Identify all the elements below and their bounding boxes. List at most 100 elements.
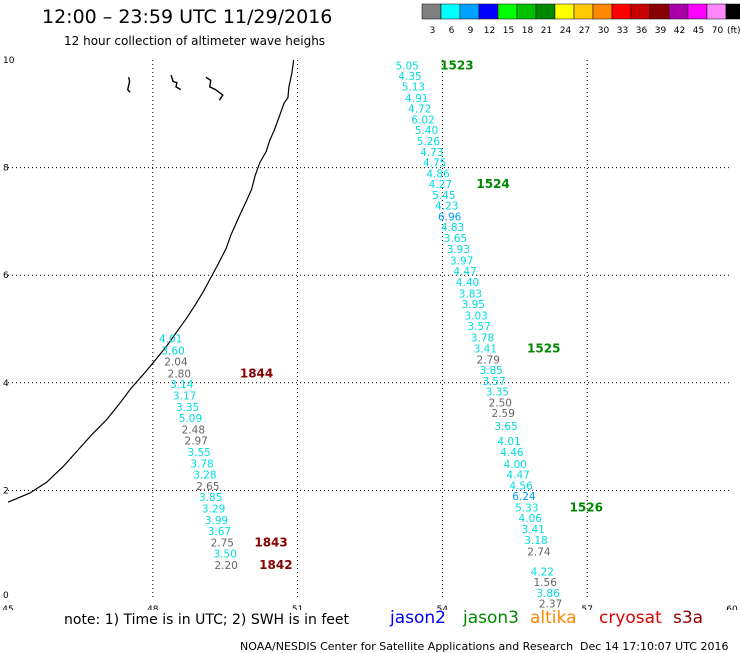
swh-value-label: 4.46 [500,447,524,459]
swh-value-label: 3.99 [205,515,228,527]
swh-value-label: 2.75 [211,537,234,549]
swh-value-label: 4.06 [519,513,543,525]
footer-timestamp: Dec 14 17:10:07 UTC 2016 [580,640,729,653]
legend-label: 9 [468,26,474,36]
swh-value-label: 2.59 [492,408,515,420]
pass-time-label: 1524 [476,177,509,191]
legend-label: 42 [674,26,685,36]
swh-value-label: 3.85 [479,365,502,377]
swh-value-label: 4.72 [408,104,431,116]
swh-value-label: 4.23 [435,201,458,213]
swh-value-label: 3.60 [161,345,184,357]
swh-value-label: 3.50 [214,549,237,561]
swh-value-label: 5.33 [515,502,538,514]
swh-value-label: 3.95 [462,299,485,311]
legend-label: 70 [712,26,724,36]
legend-label: 33 [617,26,628,36]
swh-value-label: 3.65 [444,233,467,245]
swh-value-label: 3.03 [464,310,487,322]
swh-value-label: 4.47 [453,266,476,278]
swh-value-label: 3.41 [521,524,544,536]
swh-value-label: 3.14 [170,379,194,391]
swh-value-label: 2.50 [489,397,512,409]
footer-center-credit: NOAA/NESDIS Center for Satellite Applica… [240,640,574,653]
swh-value-label: 4.83 [441,222,464,234]
pass-time-label: 1525 [527,342,560,356]
y-tick-label: 0 [3,591,9,601]
swh-value-label: 2.79 [477,354,500,366]
swh-value-label: 6.02 [411,114,434,126]
swh-value-label: 4.00 [504,459,527,471]
swh-value-label: 3.67 [208,526,231,538]
swh-value-label: 4.40 [456,277,479,289]
legend-label: 15 [503,26,514,36]
legend-label: 30 [598,26,610,36]
legend-swatch [725,3,740,20]
x-tick-label: 51 [292,605,303,610]
swh-value-label: 3.97 [450,255,473,267]
swh-value-label: 3.83 [459,288,482,300]
legend-label: 45 [693,26,704,36]
coastline [7,59,295,503]
swh-value-label: 2.97 [185,436,208,448]
page-title: 12:00 – 23:59 UTC 11/29/2016 [42,6,333,28]
x-tick-label: 48 [147,605,159,610]
x-tick-label: 54 [437,605,449,610]
swh-value-label: 3.78 [190,458,213,470]
swh-value-label: 2.48 [182,424,205,436]
island-outline [170,74,182,91]
swh-value-label: 4.22 [531,566,554,578]
swh-value-label: 3.57 [467,321,490,333]
swh-value-label: 3.85 [199,492,222,504]
swh-value-label: 4.86 [426,168,450,180]
x-tick-label: 57 [581,605,592,610]
swh-value-label: 3.86 [536,588,560,600]
sat-jason3: jason3 [463,608,519,628]
swh-value-label: 6.96 [438,211,462,223]
swh-value-label: 3.65 [494,421,517,433]
swh-value-label: 2.37 [539,599,562,610]
legend-label: 27 [579,26,590,36]
swh-value-label: 4.27 [429,179,452,191]
y-tick-label: 8 [3,164,9,174]
swh-value-label: 4.91 [405,93,428,105]
swh-value-label: 4.47 [506,470,529,482]
swh-value-label: 3.35 [486,387,509,399]
y-tick-label: 2 [3,486,9,496]
y-tick-label: 4 [3,379,9,389]
swh-value-label: 5.13 [402,82,425,94]
swh-value-label: 3.55 [187,447,210,459]
swh-value-label: 5.45 [432,190,455,202]
page-subtitle: 12 hour collection of altimeter wave hei… [64,34,326,48]
swh-value-label: 5.40 [415,125,438,137]
swh-value-label: 3.29 [202,503,225,515]
swh-value-label: 3.78 [471,332,494,344]
island-outline [205,76,224,101]
pass-time-label: 1844 [240,366,273,380]
sat-s3a: s3a [673,608,704,628]
legend-unit: (ft) [727,26,740,36]
sat-jason2: jason2 [390,608,446,628]
swh-value-label: 6.24 [512,491,536,503]
pass-time-label: 1843 [254,535,287,549]
y-tick-label: 6 [3,271,9,281]
legend-label: 18 [522,26,534,36]
swh-value-label: 3.41 [474,344,497,356]
legend-label: 12 [484,26,495,36]
swh-value-label: 2.65 [196,481,219,493]
swh-value-label: 3.93 [447,244,470,256]
swh-value-label: 2.20 [214,560,237,572]
sat-cryosat: cryosat [599,608,662,628]
swh-value-label: 5.05 [395,61,418,73]
swh-value-label: 4.01 [159,333,182,345]
swh-value-label: 3.35 [176,402,199,414]
swh-value-label: 3.17 [173,390,196,402]
legend-label: 24 [560,26,572,36]
x-tick-label: 45 [2,605,13,610]
swh-value-label: 4.35 [398,71,421,83]
swh-value-label: 5.26 [417,136,441,148]
island-outline [126,77,131,93]
color-scale-legend: 3 6 9 12 15 18 21 24 27 30 33 36 39 42 45 70 (ft) [421,3,740,36]
swh-value-label: 3.57 [482,376,505,388]
legend-label: 36 [636,26,648,36]
